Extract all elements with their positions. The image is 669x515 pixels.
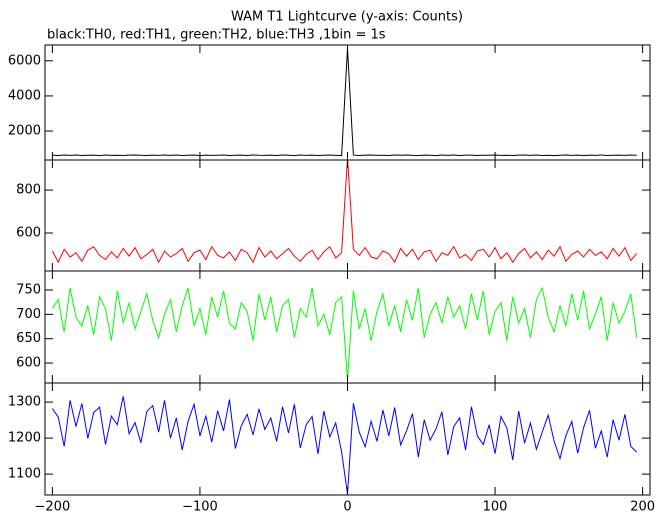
- panel-frame: [44, 159, 651, 272]
- light-curve: [51, 157, 638, 264]
- x-tick-label: 0: [343, 500, 351, 515]
- chart-subtitle: black:TH0, red:TH1, green:TH2, blue:TH3 …: [47, 28, 386, 43]
- x-tick-label: 100: [483, 500, 508, 515]
- light-curve: [51, 396, 638, 494]
- y-tick-label: 700: [16, 307, 41, 322]
- chart-title: WAM T1 Lightcurve (y-axis: Counts): [231, 10, 463, 25]
- light-curve: [52, 48, 637, 157]
- y-tick-label: 2000: [8, 124, 41, 139]
- y-tick-label: 650: [16, 331, 41, 346]
- y-tick-label: 600: [16, 356, 41, 371]
- y-tick-label: 4000: [8, 88, 41, 103]
- x-tick-label: 200: [630, 500, 655, 515]
- x-tick-label: −200: [35, 500, 71, 515]
- panel-frame: [44, 44, 651, 161]
- y-tick-label: 800: [16, 183, 41, 198]
- y-tick-label: 6000: [8, 53, 41, 68]
- x-tick-label: −100: [182, 500, 218, 515]
- y-tick-label: 1100: [8, 467, 41, 482]
- light-curve: [51, 286, 638, 381]
- y-tick-label: 750: [16, 282, 41, 297]
- y-tick-label: 600: [16, 225, 41, 240]
- y-tick-label: 1300: [8, 395, 41, 410]
- panel-frame: [44, 382, 651, 496]
- y-tick-label: 1200: [8, 431, 41, 446]
